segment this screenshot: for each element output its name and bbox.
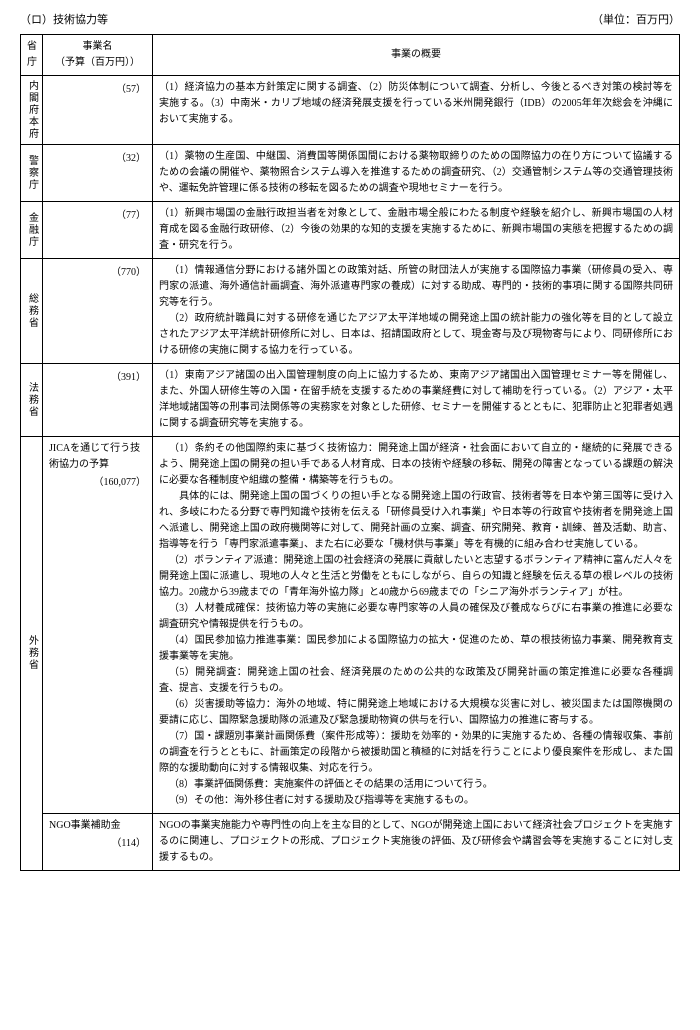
ministry-cell: 法務省 <box>21 363 43 436</box>
project-cell: （77） <box>43 201 153 258</box>
table-row: 内閣府本府 （57） （1）経済協力の基本方針策定に関する調査、（2）防災体制につい… <box>21 75 680 144</box>
budget-value: （391） <box>49 370 146 386</box>
budget-value: （77） <box>49 208 146 224</box>
budget-value: （770） <box>49 265 146 281</box>
ministry-cell: 金融庁 <box>21 201 43 258</box>
section-label: （ロ）技術協力等 <box>20 12 108 30</box>
table-row: 総務省 （770） （1）情報通信分野における諸外国との政策対話、所管の財団法人が実… <box>21 258 680 363</box>
table-row: 外務省JICAを通じて行う技術協力の予算（160,077）（1）条約その他国際約… <box>21 436 680 813</box>
col-ministry: 省庁 <box>21 34 43 75</box>
project-cell: JICAを通じて行う技術協力の予算（160,077） <box>43 436 153 813</box>
tech-cooperation-table: 省庁 事業名 （予算（百万円）） 事業の概要 内閣府本府 （57） （1）経済協力の… <box>20 34 680 871</box>
description-cell: NGOの事業実施能力や専門性の向上を主な目的として、NGOが開発途上国において経… <box>153 813 680 870</box>
description-cell: （1）薬物の生産国、中継国、消費国等関係国間における薬物取締りのための国際協力の… <box>153 144 680 201</box>
col-summary: 事業の概要 <box>153 34 680 75</box>
project-cell: （57） <box>43 75 153 144</box>
table-row: 法務省 （391） （1）東南アジア諸国の出入国管理制度の向上に協力するため、東南ア… <box>21 363 680 436</box>
table-row: NGO事業補助金（114）NGOの事業実施能力や専門性の向上を主な目的として、N… <box>21 813 680 870</box>
project-cell: NGO事業補助金（114） <box>43 813 153 870</box>
ministry-cell: 総務省 <box>21 258 43 363</box>
description-cell: （1）経済協力の基本方針策定に関する調査、（2）防災体制について調査、分析し、今… <box>153 75 680 144</box>
table-row: 金融庁 （77） （1）新興市場国の金融行政担当者を対象として、金融市場全般にわたる… <box>21 201 680 258</box>
budget-value: （57） <box>49 82 146 98</box>
project-cell: （32） <box>43 144 153 201</box>
description-cell: （1）情報通信分野における諸外国との政策対話、所管の財団法人が実施する国際協力事… <box>153 258 680 363</box>
col-project: 事業名 （予算（百万円）） <box>43 34 153 75</box>
budget-value: （32） <box>49 151 146 167</box>
project-cell: （391） <box>43 363 153 436</box>
description-cell: （1）東南アジア諸国の出入国管理制度の向上に協力するため、東南アジア諸国出入国管… <box>153 363 680 436</box>
project-cell: （770） <box>43 258 153 363</box>
ministry-cell: 内閣府本府 <box>21 75 43 144</box>
description-cell: （1）条約その他国際約束に基づく技術協力：開発途上国が経済・社会面において自立的… <box>153 436 680 813</box>
budget-value: （114） <box>49 836 146 852</box>
ministry-cell: 警察庁 <box>21 144 43 201</box>
ministry-cell: 外務省 <box>21 436 43 870</box>
table-row: 警察庁 （32） （1）薬物の生産国、中継国、消費国等関係国間における薬物取締りのた… <box>21 144 680 201</box>
unit-label: （単位：百万円） <box>592 12 680 30</box>
description-cell: （1）新興市場国の金融行政担当者を対象として、金融市場全般にわたる制度や経験を紹… <box>153 201 680 258</box>
budget-value: （160,077） <box>49 475 146 491</box>
